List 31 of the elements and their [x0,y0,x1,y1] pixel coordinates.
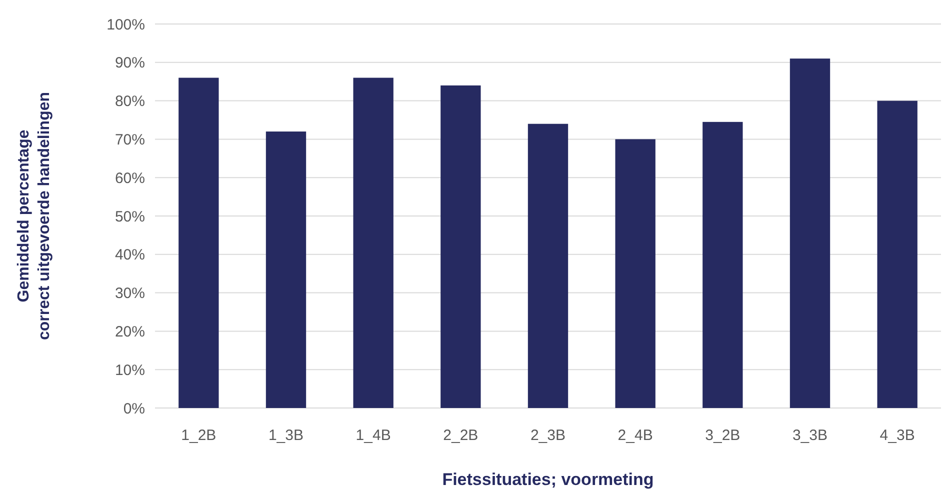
y-tick-label: 50% [114,208,145,226]
y-tick-label: 90% [114,54,145,72]
y-tick-label: 70% [114,131,145,148]
y-tick-label: 30% [114,285,145,302]
x-tick-label: 3_2B [705,427,740,444]
bar [702,122,743,408]
y-tick-label: 40% [114,246,145,264]
y-tick-label: 0% [123,400,145,418]
x-tick-label: 2_2B [443,427,478,444]
y-tick-label: 60% [114,170,145,187]
y-tick-label: 100% [106,16,145,34]
y-tick-label: 80% [114,93,145,110]
bar [178,78,219,408]
x-tick-label: 2_3B [530,427,566,444]
y-tick-label: 20% [114,323,145,340]
x-tick-label: 3_3B [792,427,828,444]
x-tick-label: 1_2B [181,427,216,444]
bar [353,78,394,408]
bar [440,85,481,408]
x-tick-label: 2_4B [618,427,653,444]
bar [790,58,830,408]
x-tick-label: 1_3B [268,427,304,444]
x-axis-title: Fietssituaties; voormeting [442,470,654,489]
bar [877,100,918,408]
bar [528,124,568,408]
y-tick-label: 10% [114,362,145,379]
bar [266,132,306,408]
x-tick-label: 4_3B [880,427,915,444]
bar [615,139,656,408]
y-axis-title: Gemiddeld percentage correct uitgevoerde handelingen [15,92,54,340]
x-tick-label: 1_4B [356,427,391,444]
